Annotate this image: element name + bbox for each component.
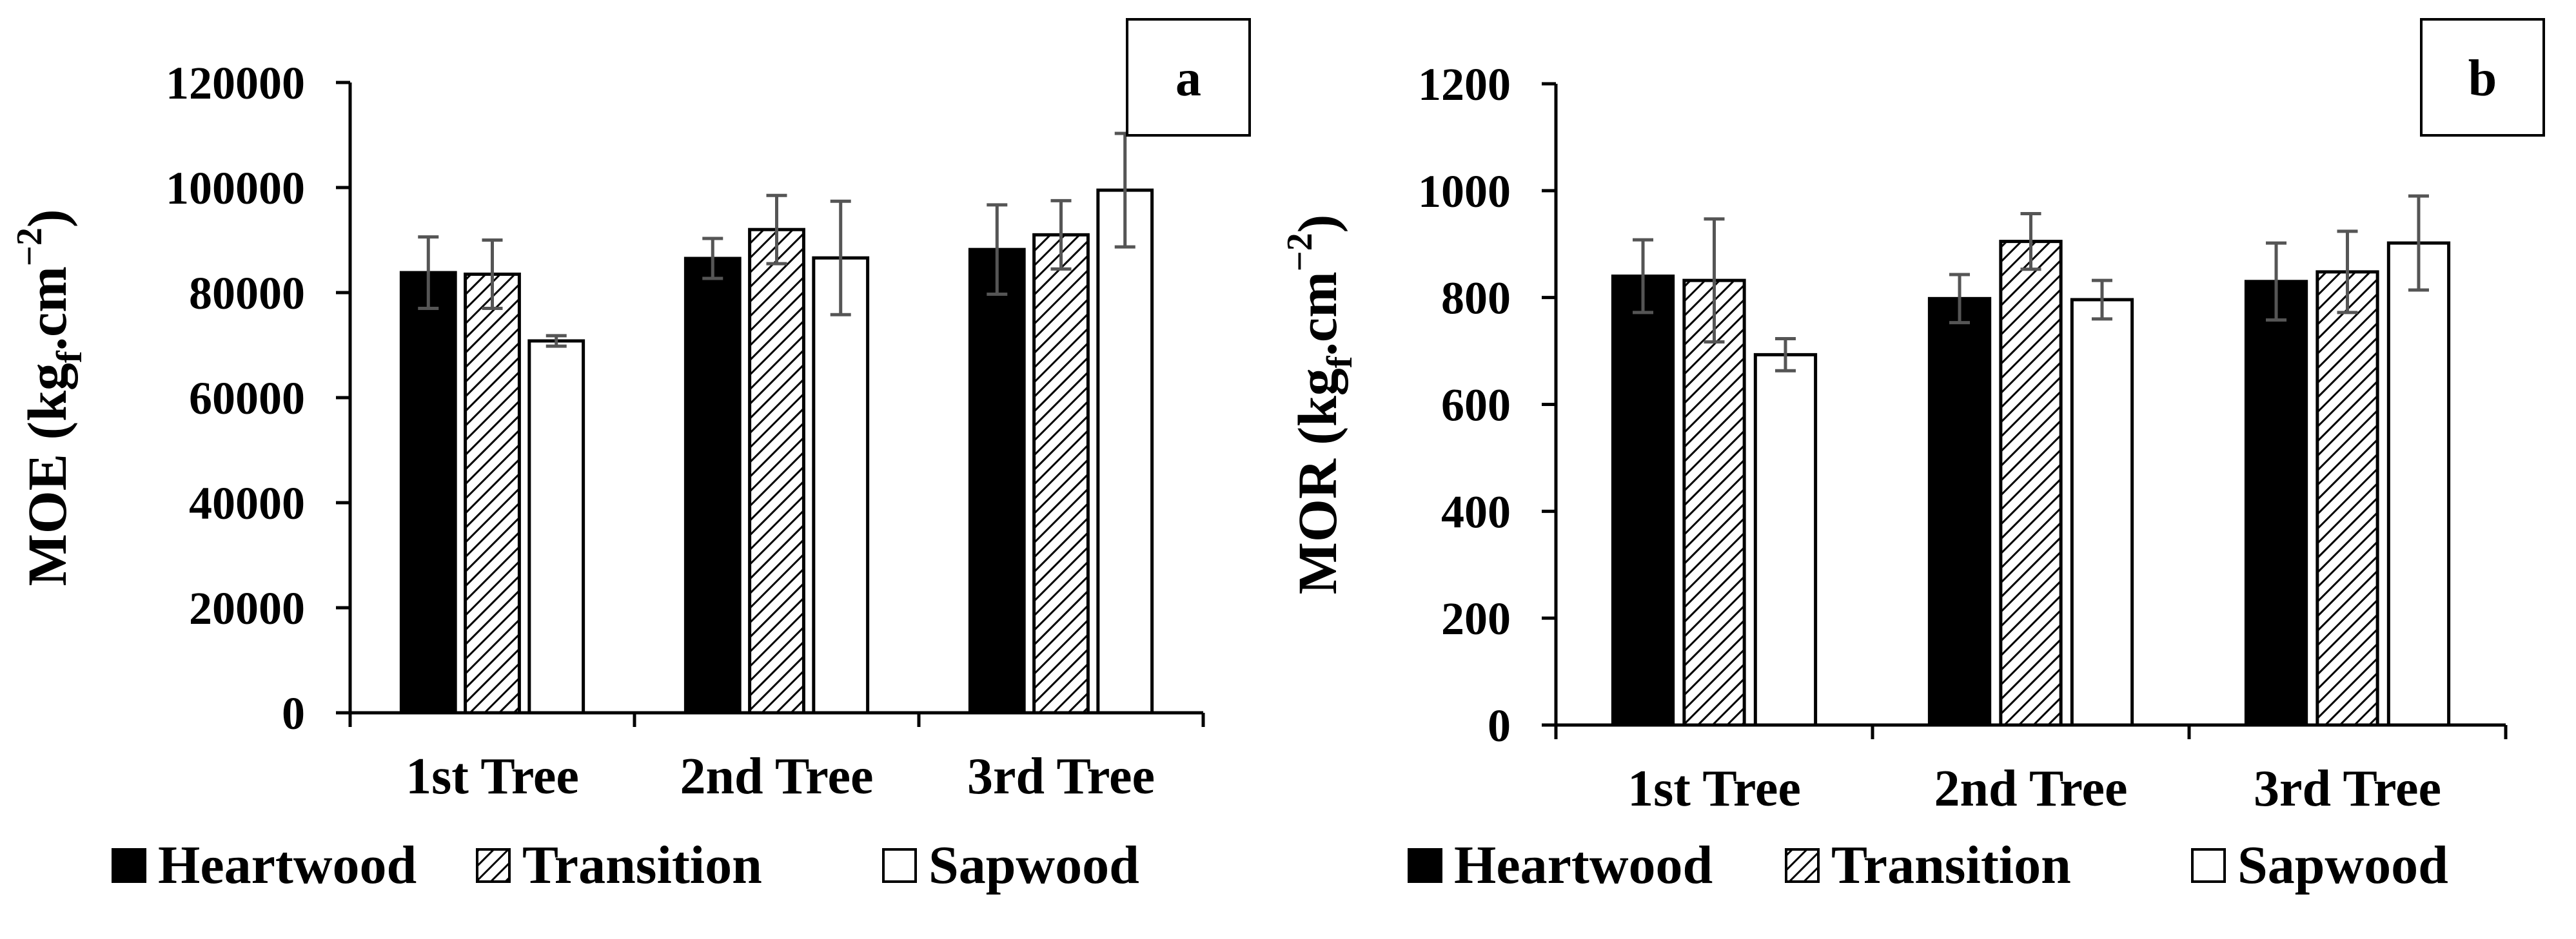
x-category-label: 3rd Tree (2254, 760, 2441, 817)
y-axis-label: MOE (kgf.cm−2) (10, 209, 90, 586)
y-axis-label-sup: −2 (1280, 233, 1320, 271)
x-category-label: 3rd Tree (967, 748, 1155, 805)
y-tick-label: 400 (1441, 486, 1511, 537)
legend-swatch-heartwood (1408, 848, 1442, 883)
bar-transition (464, 272, 521, 715)
bar-transition (1682, 278, 1746, 727)
bar-sapwood (812, 256, 870, 715)
y-axis-label-prefix: MOR (kg (1286, 368, 1348, 594)
y-axis-label-suffix: .cm (1286, 271, 1348, 356)
y-tick-label: 800 (1441, 273, 1511, 324)
panel-label: b (2468, 50, 2497, 107)
x-category-label: 1st Tree (1627, 760, 1801, 817)
panel-label-box (1126, 18, 1251, 137)
y-axis-label: MOR (kgf.cm−2) (1280, 215, 1360, 595)
legend-label-sapwood: Sapwood (929, 835, 1139, 895)
y-tick-label: 1000 (1418, 166, 1511, 217)
y-axis-label-prefix: MOE (kg (16, 363, 78, 586)
y-axis-label-sub: f (50, 350, 90, 363)
bar-heartwood (1611, 275, 1675, 727)
legend-swatch-transition (476, 848, 511, 883)
chart-panel-a: 0 20000 40000 60000 80000 100000 120000 MOE (kg… (10, 18, 1251, 895)
x-category-label: 2nd Tree (1934, 760, 2127, 817)
legend-label-sapwood: Sapwood (2237, 835, 2448, 895)
y-axis-label-close: ) (16, 209, 78, 228)
panel-label: a (1175, 50, 1201, 107)
legend-label-transition: Transition (1831, 835, 2071, 895)
legend-label-heartwood: Heartwood (158, 835, 417, 895)
legend-swatch-transition (1785, 848, 1820, 883)
legend-label-transition: Transition (522, 835, 762, 895)
legend-swatch-sapwood (882, 848, 917, 883)
bar-transition (2315, 270, 2379, 727)
y-tick-label: 120000 (166, 57, 305, 109)
y-tick-label: 600 (1441, 380, 1511, 431)
bar-sapwood (1096, 188, 1154, 715)
y-tick-label: 20000 (189, 583, 305, 634)
bar-sapwood (527, 339, 585, 715)
legend-swatch-heartwood (112, 848, 146, 883)
legend-swatch-sapwood (2191, 848, 2226, 883)
bar-heartwood (683, 257, 742, 715)
y-tick-label: 60000 (189, 373, 305, 424)
bar-sapwood (2386, 241, 2451, 727)
y-tick-label: 80000 (189, 267, 305, 319)
x-category-label: 1st Tree (406, 748, 579, 805)
x-category-label: 2nd Tree (680, 748, 873, 805)
y-tick-label: 200 (1441, 593, 1511, 644)
y-axis-label-close: ) (1286, 215, 1348, 233)
legend-label-heartwood: Heartwood (1454, 835, 1713, 895)
bar-transition (748, 227, 805, 715)
bar-heartwood (399, 271, 457, 715)
y-tick-label: 100000 (166, 162, 305, 214)
y-axis-label-suffix: .cm (16, 266, 78, 351)
bar-transition (1999, 240, 2063, 727)
y-tick-label: 1200 (1418, 59, 1511, 110)
panel-label-box (2420, 18, 2545, 137)
bar-transition (1032, 233, 1090, 715)
bar-sapwood (1753, 353, 1818, 727)
y-axis-label-sub: f (1320, 355, 1360, 368)
chart-panel-b: 0 200 400 600 800 1000 1200 MOR (kgf.cm−2) 1st T… (1280, 18, 2545, 895)
bar-heartwood (2244, 280, 2308, 727)
y-axis-label-sup: −2 (10, 227, 50, 266)
bar-heartwood (1927, 296, 1992, 727)
y-tick-label: 40000 (189, 478, 305, 529)
bar-heartwood (968, 247, 1026, 715)
bar-sapwood (2070, 298, 2134, 727)
y-tick-label: 0 (282, 688, 305, 739)
y-tick-label: 0 (1488, 700, 1511, 751)
